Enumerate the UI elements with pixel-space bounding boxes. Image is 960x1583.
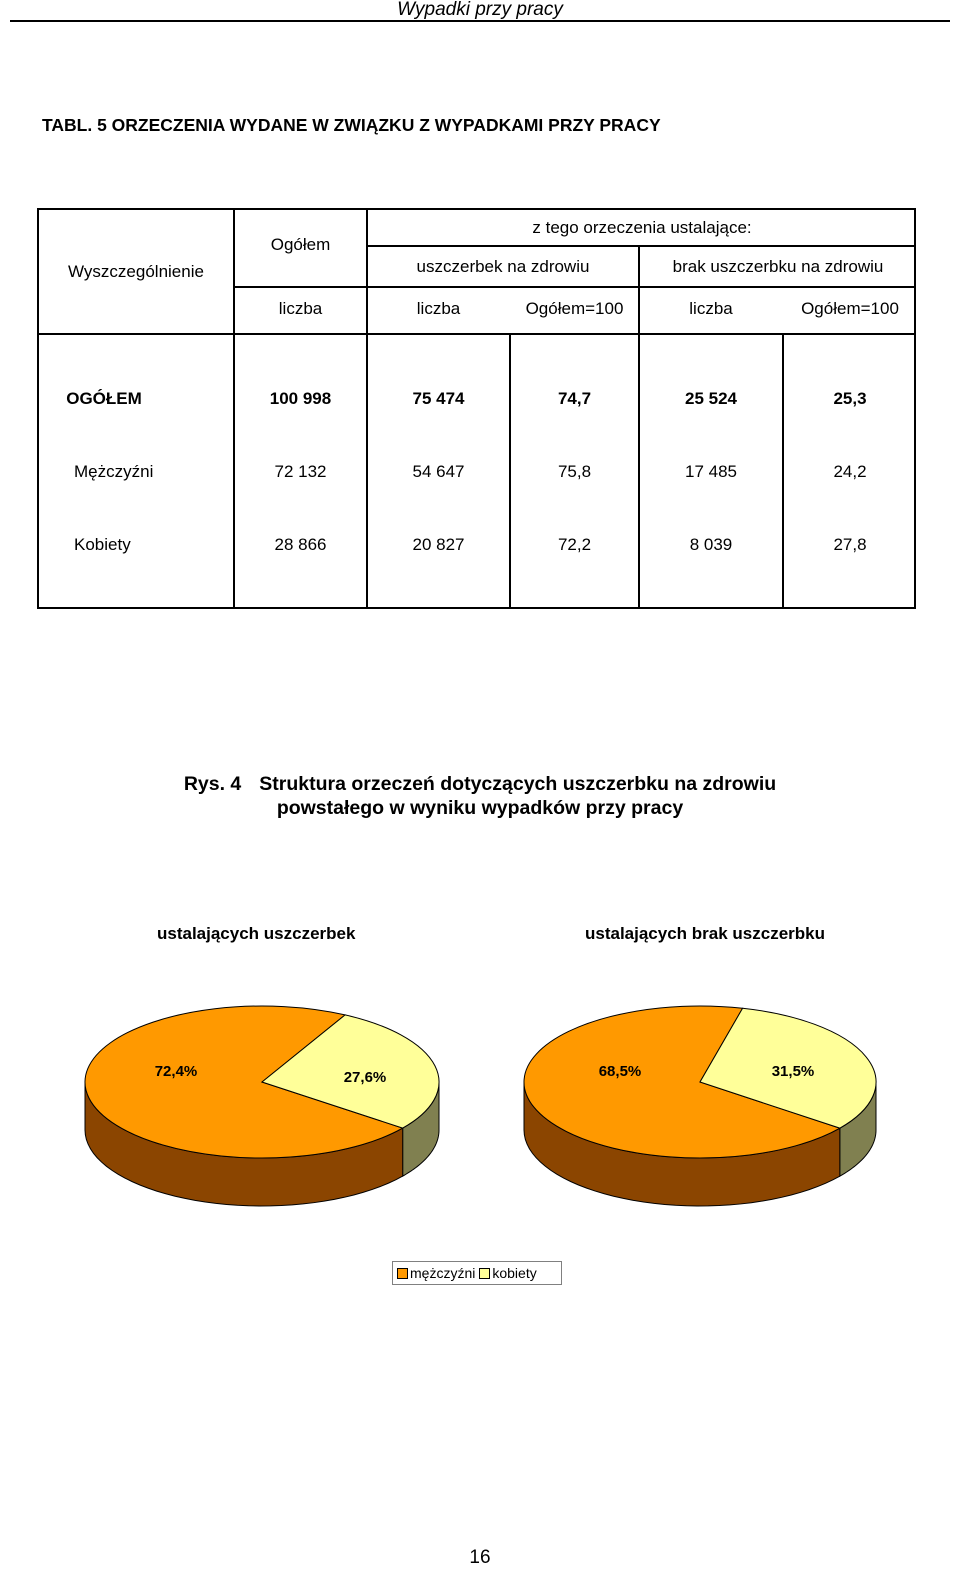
data-label-women: 31,5% [772,1063,815,1080]
unit-cell: liczba [689,299,733,318]
figure-caption: Rys. 4 Struktura orzeczeń dotyczących usz… [0,772,960,820]
pie-slice-men [523,1005,842,1159]
table-cell: 24,2 [833,462,867,481]
table-cell: 100 998 [269,389,332,408]
rule-head [37,333,916,335]
pie-charts: 72,4% 27,6% 68,5% 31,5% [84,1005,877,1207]
table-cell: 20 827 [412,535,465,554]
figure-title-line1: Struktura orzeczeń dotyczących uszczerbk… [259,773,777,795]
page-number: 16 [469,1547,491,1568]
table-cell: 74,7 [557,389,592,408]
figure-title-line2: powstałego w wyniku wypadków przy pracy [276,797,684,819]
table-cell: 25 524 [685,389,737,408]
chart-legend: mężczyźni kobiety [392,1261,562,1285]
running-header: Wypadki przy pracy [397,0,563,20]
legend-swatch-women [479,1267,491,1279]
col-line-5 [782,335,784,609]
col-header-total: Ogółem [270,235,331,254]
unit-cell: Ogółem=100 [801,299,899,318]
unit-cell: liczba [416,299,461,318]
legend-label-women: kobiety [492,1265,537,1281]
pie-slice-men [84,1005,404,1159]
rule-group [366,245,916,247]
pie-slice-women [260,1014,440,1129]
col-line-4 [638,247,640,609]
col-line-3 [509,335,511,609]
table-cell: 25,3 [833,389,867,408]
row-label-total: OGÓŁEM [66,389,142,408]
figure-label: Rys. 4 [183,773,242,795]
pie-slice-women [699,1007,877,1129]
table-cell: 28 866 [274,535,327,554]
col-line-1 [233,208,235,609]
legend-label-men: mężczyźni [410,1265,476,1281]
data-table: Wyszczególnienie Ogółem z tego orzeczeni… [37,208,916,609]
table-cell: 72,2 [557,535,592,554]
data-label-men: 72,4% [155,1063,198,1080]
row-label-women: Kobiety [74,535,131,554]
table-border [37,208,916,609]
col-header-spec: Wyszczególnienie [68,262,204,281]
group-header: z tego orzeczenia ustalające: [532,218,752,237]
table-cell: 75 474 [412,389,465,408]
sub-header-harm: uszczerbek na zdrowiu [416,257,590,276]
col-line-2 [366,208,368,609]
table-cell: 8 039 [689,535,733,554]
table-cell: 17 485 [685,462,737,481]
data-label-women: 27,6% [344,1069,387,1086]
row-label-men: Mężczyźni [74,462,154,481]
data-label-men: 68,5% [599,1063,642,1080]
table-cell: 54 647 [412,462,465,481]
table-cell: 75,8 [557,462,592,481]
header-rule [10,20,950,22]
pie-title-noharm: ustalających brak uszczerbku [585,924,826,943]
sub-header-noharm: brak uszczerbku na zdrowiu [672,257,884,276]
legend-swatch-men [397,1267,408,1279]
table-title: TABL. 5 ORZECZENIA WYDANE W ZWIĄZKU Z WY… [42,115,661,135]
table-cell: 72 132 [274,462,327,481]
unit-cell: Ogółem=100 [525,299,624,318]
table-cell: 27,8 [833,535,867,554]
pie-title-harm: ustalających uszczerbek [157,924,356,943]
unit-cell: liczba [278,299,323,318]
rule-sub [233,286,916,288]
